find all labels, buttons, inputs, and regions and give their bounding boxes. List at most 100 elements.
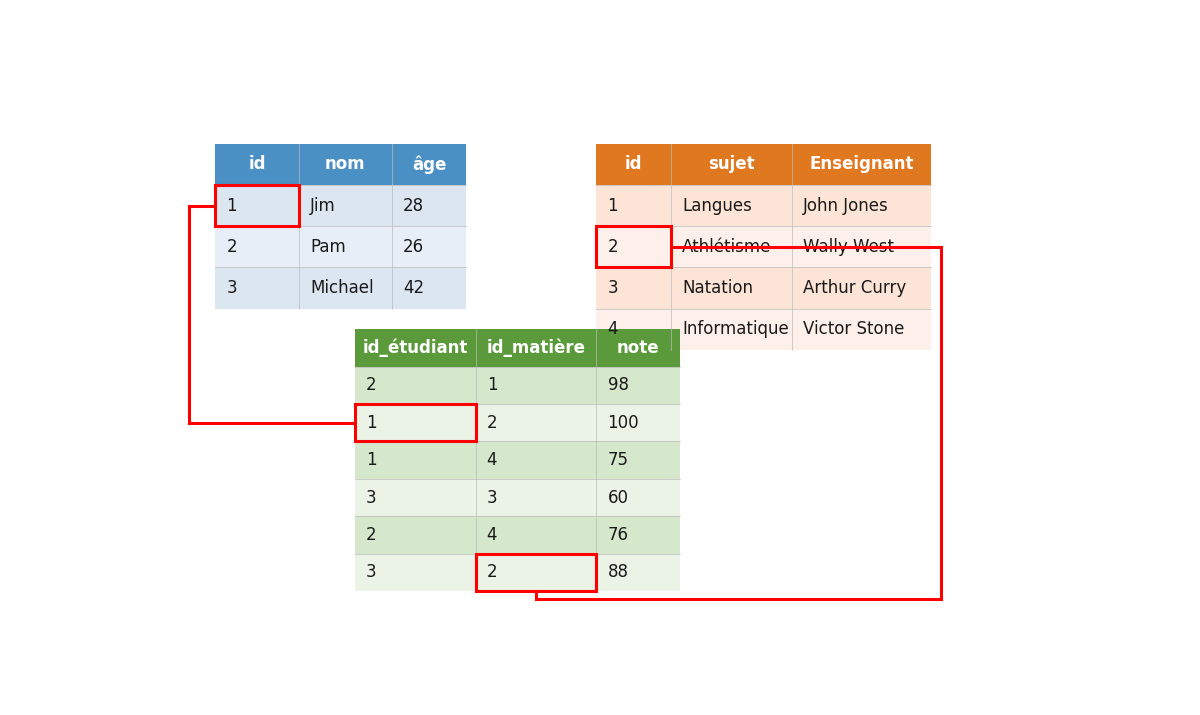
Text: Athlétisme: Athlétisme [682, 238, 772, 256]
Bar [792, 185, 931, 226]
Bar [391, 144, 467, 185]
Bar [475, 404, 596, 441]
Text: 1: 1 [607, 197, 618, 214]
Text: 3: 3 [227, 279, 236, 297]
Text: note: note [617, 339, 660, 357]
Bar [355, 441, 475, 479]
Text: Natation: Natation [682, 279, 752, 297]
Bar [299, 144, 391, 185]
Bar [671, 267, 792, 309]
Bar [596, 516, 680, 553]
Bar [475, 479, 596, 516]
Bar [596, 144, 671, 185]
Text: 88: 88 [607, 563, 629, 581]
Text: 1: 1 [366, 414, 377, 432]
Bar [596, 441, 680, 479]
Text: Informatique: Informatique [682, 320, 788, 338]
Bar [475, 553, 596, 591]
Text: 28: 28 [403, 197, 424, 214]
Bar [596, 479, 680, 516]
Bar [792, 267, 931, 309]
Bar [391, 267, 467, 309]
Text: 100: 100 [607, 414, 640, 432]
Bar [355, 329, 475, 367]
Text: id_matière: id_matière [486, 339, 586, 357]
Text: 2: 2 [487, 563, 497, 581]
Text: 3: 3 [366, 563, 377, 581]
Bar [355, 404, 475, 441]
Bar [391, 185, 467, 226]
Bar [475, 441, 596, 479]
Text: âge: âge [412, 155, 446, 174]
Bar [792, 309, 931, 350]
Text: 4: 4 [487, 451, 497, 469]
Bar [355, 404, 475, 441]
Text: sujet: sujet [708, 155, 755, 173]
Text: 76: 76 [607, 526, 629, 544]
Bar [596, 267, 671, 309]
Bar [596, 226, 671, 267]
Text: 2: 2 [366, 376, 377, 394]
Text: 98: 98 [607, 376, 629, 394]
Bar [671, 144, 792, 185]
Text: 3: 3 [607, 279, 618, 297]
Bar [671, 226, 792, 267]
Bar [596, 367, 680, 404]
Bar [215, 144, 299, 185]
Bar [475, 367, 596, 404]
Bar [671, 309, 792, 350]
Text: 60: 60 [607, 488, 629, 507]
Text: 26: 26 [403, 238, 424, 256]
Text: 3: 3 [366, 488, 377, 507]
Bar [215, 185, 299, 226]
Bar [596, 329, 680, 367]
Bar [215, 226, 299, 267]
Text: Langues: Langues [682, 197, 752, 214]
Bar [391, 226, 467, 267]
Text: 42: 42 [403, 279, 424, 297]
Text: 3: 3 [487, 488, 497, 507]
Text: id: id [625, 155, 642, 173]
Text: nom: nom [325, 155, 366, 173]
Text: Enseignant: Enseignant [809, 155, 913, 173]
Bar [596, 404, 680, 441]
Bar [596, 185, 671, 226]
Text: 75: 75 [607, 451, 629, 469]
Bar [596, 309, 671, 350]
Bar [475, 329, 596, 367]
Text: 1: 1 [366, 451, 377, 469]
Text: 4: 4 [487, 526, 497, 544]
Bar [475, 516, 596, 553]
Text: Jim: Jim [310, 197, 336, 214]
Bar [355, 553, 475, 591]
Bar [215, 267, 299, 309]
Text: Victor Stone: Victor Stone [803, 320, 905, 338]
Bar [596, 553, 680, 591]
Text: 4: 4 [607, 320, 618, 338]
Text: 2: 2 [366, 526, 377, 544]
Bar [299, 226, 391, 267]
Bar [355, 516, 475, 553]
Bar [299, 267, 391, 309]
Bar [596, 226, 671, 267]
Bar [671, 185, 792, 226]
Text: Wally West: Wally West [803, 238, 894, 256]
Bar [299, 185, 391, 226]
Text: 1: 1 [487, 376, 497, 394]
Text: 2: 2 [227, 238, 236, 256]
Text: 1: 1 [227, 197, 236, 214]
Text: Michael: Michael [310, 279, 373, 297]
Text: id_étudiant: id_étudiant [362, 339, 468, 357]
Text: 2: 2 [487, 414, 497, 432]
Bar [355, 479, 475, 516]
Bar [475, 553, 596, 591]
Bar [792, 144, 931, 185]
Bar [792, 226, 931, 267]
Bar [215, 185, 299, 226]
Text: Arthur Curry: Arthur Curry [803, 279, 906, 297]
Text: id: id [248, 155, 265, 173]
Bar [355, 367, 475, 404]
Text: 2: 2 [607, 238, 618, 256]
Text: John Jones: John Jones [803, 197, 889, 214]
Text: Pam: Pam [310, 238, 346, 256]
